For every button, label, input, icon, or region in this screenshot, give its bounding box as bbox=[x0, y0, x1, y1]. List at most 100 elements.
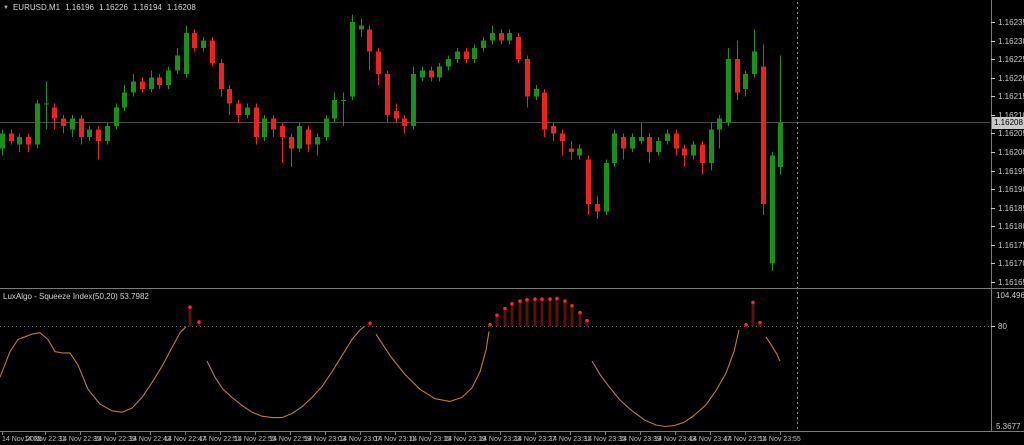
candlestick bbox=[367, 29, 372, 52]
candlestick bbox=[446, 59, 451, 67]
candlestick bbox=[315, 137, 320, 145]
squeeze-dot bbox=[525, 297, 529, 302]
candlestick bbox=[656, 140, 661, 152]
candlestick bbox=[245, 107, 250, 115]
squeeze-histogram-bar bbox=[518, 301, 522, 327]
candlestick bbox=[621, 137, 626, 149]
candlestick bbox=[289, 137, 294, 149]
squeeze-dot bbox=[751, 300, 755, 305]
candlestick bbox=[26, 137, 31, 145]
candlestick bbox=[542, 92, 547, 130]
candlestick bbox=[595, 204, 600, 212]
candlestick bbox=[52, 107, 57, 119]
candlestick bbox=[464, 51, 469, 60]
candlestick bbox=[770, 155, 775, 264]
candlestick bbox=[17, 137, 22, 145]
candlestick bbox=[612, 133, 617, 164]
candlestick bbox=[394, 111, 399, 119]
squeeze-dot bbox=[758, 320, 762, 325]
candlestick bbox=[481, 40, 486, 48]
squeeze-line-segment bbox=[206, 326, 365, 419]
candlestick bbox=[96, 129, 101, 141]
candlestick bbox=[324, 118, 329, 138]
candlestick bbox=[0, 133, 5, 149]
candlestick bbox=[332, 100, 337, 119]
candlestick bbox=[525, 59, 530, 97]
squeeze-histogram-bar bbox=[197, 321, 201, 327]
candlestick bbox=[674, 133, 679, 149]
squeeze-dot bbox=[495, 313, 499, 318]
squeeze-histogram-bar bbox=[525, 299, 529, 327]
candlestick bbox=[35, 103, 40, 145]
candlestick bbox=[490, 33, 495, 41]
candlestick bbox=[376, 51, 381, 74]
candlestick bbox=[140, 81, 145, 89]
candlestick bbox=[297, 126, 302, 149]
candlestick bbox=[236, 103, 241, 115]
candlestick bbox=[184, 33, 189, 74]
candlestick bbox=[402, 118, 407, 126]
candlestick bbox=[735, 59, 740, 93]
squeeze-dot bbox=[188, 305, 192, 309]
candlestick bbox=[534, 88, 539, 97]
candlestick bbox=[761, 66, 766, 204]
squeeze-dot bbox=[488, 322, 492, 327]
candlestick bbox=[420, 70, 425, 78]
squeeze-dot bbox=[533, 297, 537, 301]
squeeze-histogram-bar bbox=[555, 298, 559, 327]
squeeze-dot bbox=[555, 296, 559, 301]
candlestick bbox=[647, 137, 652, 152]
candlestick bbox=[516, 36, 521, 60]
candlestick bbox=[499, 33, 504, 41]
squeeze-histogram-bar bbox=[540, 299, 544, 327]
candlestick bbox=[175, 55, 180, 71]
candlestick bbox=[682, 148, 687, 156]
squeeze-dot bbox=[510, 301, 514, 306]
squeeze-dot bbox=[744, 322, 748, 327]
squeeze-histogram-bar bbox=[548, 299, 552, 327]
candlestick bbox=[437, 66, 442, 78]
squeeze-dot bbox=[518, 299, 522, 303]
candlestick bbox=[70, 118, 75, 130]
candlestick bbox=[709, 129, 714, 164]
candlestick bbox=[9, 133, 14, 141]
candlestick bbox=[210, 40, 215, 63]
candlestick bbox=[271, 118, 276, 130]
candlestick bbox=[700, 144, 705, 164]
candlestick bbox=[551, 126, 556, 134]
candlestick bbox=[507, 33, 512, 41]
candlestick bbox=[359, 25, 364, 30]
candlestick bbox=[691, 144, 696, 156]
squeeze-histogram-bar bbox=[758, 322, 762, 327]
squeeze-dot bbox=[197, 320, 201, 324]
squeeze-histogram-bar bbox=[570, 305, 574, 327]
candlestick bbox=[743, 74, 748, 89]
candlestick bbox=[79, 118, 84, 138]
candlestick bbox=[166, 70, 171, 86]
squeeze-histogram-bar bbox=[563, 301, 567, 327]
candlestick bbox=[385, 74, 390, 115]
candlestick bbox=[752, 51, 757, 74]
candlestick bbox=[569, 148, 574, 152]
candlestick bbox=[157, 77, 162, 86]
candlestick bbox=[717, 118, 722, 130]
candlestick bbox=[586, 159, 591, 204]
candlestick bbox=[630, 137, 635, 149]
squeeze-dot bbox=[503, 306, 507, 311]
candlestick bbox=[455, 51, 460, 60]
candlestick bbox=[472, 48, 477, 60]
squeeze-line-segment bbox=[591, 329, 740, 428]
candlestick bbox=[192, 33, 197, 48]
candlestick bbox=[639, 137, 644, 141]
squeeze-histogram-bar bbox=[188, 307, 192, 327]
squeeze-histogram-bar bbox=[503, 308, 507, 327]
candlestick bbox=[122, 92, 127, 108]
squeeze-dot bbox=[570, 304, 574, 308]
squeeze-histogram-bar bbox=[585, 320, 589, 327]
squeeze-line-segment bbox=[0, 326, 187, 413]
candlestick bbox=[114, 107, 119, 126]
candlestick bbox=[560, 133, 565, 141]
squeeze-dot bbox=[540, 297, 544, 301]
